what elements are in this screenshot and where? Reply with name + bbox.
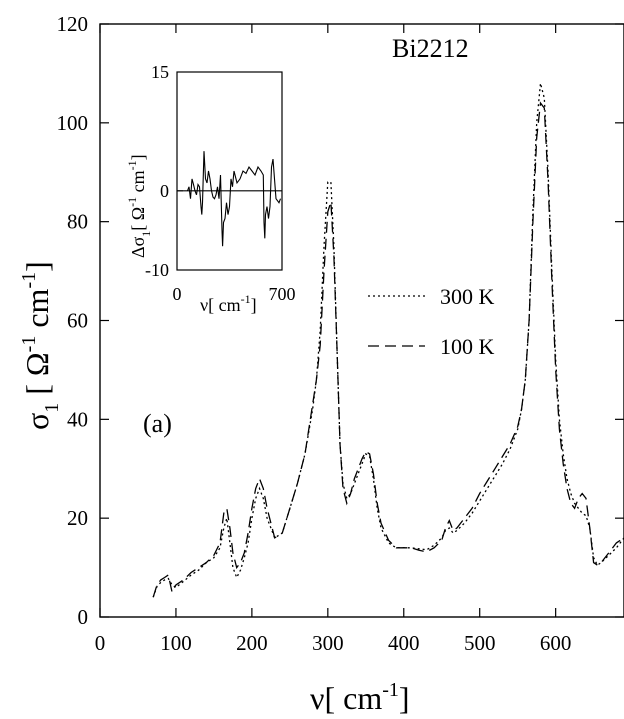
x-tick-label-5: 500 [464, 631, 496, 655]
x-tick-label-4: 400 [388, 631, 420, 655]
y-tick-label-1: 20 [67, 506, 88, 530]
sample-label: Bi2212 [392, 34, 469, 63]
x-tick-label-3: 300 [312, 631, 344, 655]
inset-series-line-0 [186, 151, 282, 247]
panel-label: (a) [143, 409, 172, 438]
legend: 300 K 100 K [368, 284, 495, 359]
inset-y-tick-label-1: 0 [160, 181, 169, 201]
inset-x-tick-label-1: 700 [269, 284, 296, 304]
main-axis-ticks: 0 100 200 300 400 500 600 0 20 40 60 80 100 120 [57, 12, 624, 655]
inset-y-axis-label: Δσ1[ Ω-1 cm-1] [125, 154, 153, 258]
inset-y-tick-label-0: -10 [145, 260, 169, 280]
y-tick-label-2: 40 [67, 407, 88, 431]
y-tick-label-6: 120 [57, 12, 89, 36]
x-tick-label-2: 200 [236, 631, 268, 655]
x-tick-label-6: 600 [540, 631, 572, 655]
main-series-group [152, 83, 624, 598]
inset-plot-frame [176, 71, 283, 271]
inset-series-group [186, 151, 282, 247]
y-axis-label: σ1 [ Ω-1 cm-1] [18, 261, 63, 430]
legend-label-300k: 300 K [440, 284, 495, 309]
inset-x-axis-label: ν[ cm-1] [200, 292, 257, 315]
y-tick-label-3: 60 [67, 309, 88, 333]
x-tick-label-1: 100 [160, 631, 192, 655]
main-plot: 0 100 200 300 400 500 600 0 20 40 60 80 100 120 [57, 12, 624, 655]
inset-x-tick-label-0: 0 [173, 284, 182, 304]
legend-label-100k: 100 K [440, 334, 495, 359]
x-tick-label-0: 0 [95, 631, 106, 655]
inset-y-tick-label-2: 15 [151, 62, 169, 82]
series-line-100k [152, 101, 624, 598]
y-tick-label-0: 0 [78, 605, 89, 629]
y-tick-label-5: 100 [57, 111, 89, 135]
x-axis-label: ν[ cm-1] [310, 679, 410, 716]
y-tick-label-4: 80 [67, 210, 88, 234]
